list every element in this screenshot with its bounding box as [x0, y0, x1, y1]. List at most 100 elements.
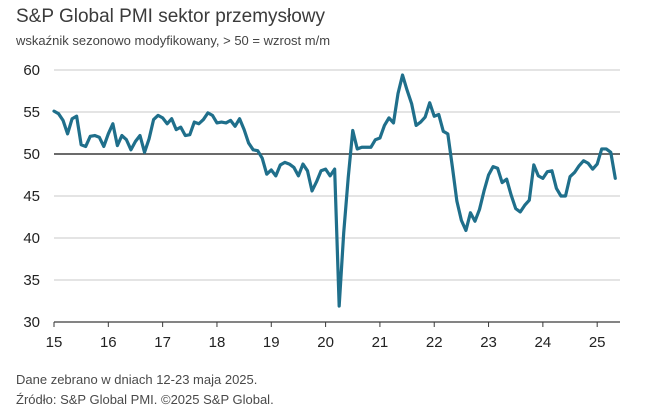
- data-point-2023-02: [492, 165, 495, 168]
- data-point-2024-04: [555, 187, 558, 190]
- data-point-2022-08: [464, 229, 467, 232]
- data-point-2019-09: [306, 169, 309, 172]
- data-point-2015-10: [93, 134, 96, 137]
- data-point-2015-12: [102, 145, 105, 148]
- data-point-2016-03: [116, 144, 119, 147]
- data-point-2016-04: [120, 134, 123, 137]
- data-point-2019-01: [270, 168, 273, 171]
- data-point-2023-08: [519, 210, 522, 213]
- data-point-2025-05: [614, 177, 617, 180]
- y-tick-label-55: 55: [23, 104, 40, 121]
- data-point-2022-03: [442, 130, 445, 133]
- y-tick-label-60: 60: [23, 62, 40, 79]
- data-point-2023-09: [523, 204, 526, 207]
- data-point-2017-05: [179, 126, 182, 129]
- data-point-2015-06: [75, 115, 78, 118]
- data-point-2021-08: [410, 102, 413, 105]
- data-point-2020-09: [360, 146, 363, 149]
- data-point-2015-01: [53, 110, 56, 113]
- data-point-2017-07: [188, 133, 191, 136]
- x-tick-label-24: 24: [535, 334, 552, 351]
- data-point-2021-07: [406, 89, 409, 92]
- data-point-2023-04: [501, 181, 504, 184]
- data-point-2018-06: [238, 117, 241, 120]
- data-point-2020-03: [333, 168, 336, 171]
- data-point-2016-05: [125, 138, 128, 141]
- data-point-2024-05: [559, 195, 562, 198]
- data-point-2020-08: [356, 147, 359, 150]
- grid-layer: [53, 69, 620, 327]
- y-tick-label-50: 50: [23, 146, 40, 163]
- data-point-2016-12: [157, 114, 160, 117]
- data-point-2025-03: [605, 147, 608, 150]
- data-point-2025-01: [596, 163, 599, 166]
- data-point-2020-02: [329, 174, 332, 177]
- x-tick-label-21: 21: [372, 334, 389, 351]
- data-point-2015-08: [84, 145, 87, 148]
- data-point-2017-11: [206, 111, 209, 114]
- data-point-2022-04: [446, 132, 449, 135]
- data-point-2024-08: [573, 171, 576, 174]
- data-point-2017-04: [175, 128, 178, 131]
- data-point-2017-01: [161, 116, 164, 119]
- data-point-2021-10: [419, 121, 422, 124]
- data-point-2023-07: [514, 207, 517, 210]
- series-layer: [52, 73, 617, 308]
- data-point-2018-10: [256, 149, 259, 152]
- data-collection-note: Dane zebrano w dniach 12-23 maja 2025.: [16, 372, 258, 387]
- data-point-2016-06: [129, 148, 132, 151]
- data-point-2021-11: [424, 116, 427, 119]
- data-point-2020-10: [365, 146, 368, 149]
- data-point-2016-08: [139, 134, 142, 137]
- data-point-2019-06: [292, 166, 295, 169]
- x-tick-label-22: 22: [426, 334, 443, 351]
- x-tick-label-19: 19: [263, 334, 280, 351]
- data-point-2018-12: [265, 173, 268, 176]
- x-tick-label-20: 20: [317, 334, 334, 351]
- data-point-2019-08: [301, 163, 304, 166]
- data-point-2019-10: [311, 189, 314, 192]
- data-point-2017-08: [193, 121, 196, 124]
- data-point-2022-02: [437, 113, 440, 116]
- data-point-2017-03: [170, 117, 173, 120]
- data-point-2015-05: [71, 117, 74, 120]
- data-point-2020-12: [374, 138, 377, 141]
- data-point-2024-12: [591, 168, 594, 171]
- data-point-2023-10: [528, 199, 531, 202]
- data-point-2025-02: [600, 147, 603, 150]
- x-tick-label-25: 25: [589, 334, 606, 351]
- data-point-2024-06: [564, 195, 567, 198]
- pmi-series-line: [52, 73, 617, 308]
- x-tick-label-18: 18: [209, 334, 226, 351]
- data-point-2021-05: [397, 92, 400, 95]
- data-point-2018-08: [247, 142, 250, 145]
- y-tick-label-45: 45: [23, 188, 40, 205]
- data-point-2022-10: [473, 220, 476, 223]
- data-point-2022-12: [483, 189, 486, 192]
- x-tick-label-23: 23: [480, 334, 497, 351]
- data-point-2015-09: [89, 135, 92, 138]
- data-point-2017-12: [211, 114, 214, 117]
- data-point-2016-02: [111, 122, 114, 125]
- data-point-2019-03: [279, 163, 282, 166]
- data-point-2021-12: [428, 101, 431, 104]
- data-point-2018-05: [234, 125, 237, 128]
- data-point-2019-05: [288, 163, 291, 166]
- y-tick-labels: 30 35 40 45 50 55 60: [23, 62, 40, 331]
- x-tick-label-17: 17: [154, 334, 171, 351]
- y-tick-label-35: 35: [23, 272, 40, 289]
- data-point-2023-01: [487, 174, 490, 177]
- data-point-2015-02: [57, 112, 60, 115]
- data-point-2017-10: [202, 118, 205, 121]
- data-point-2022-09: [469, 211, 472, 214]
- data-point-2015-07: [80, 143, 83, 146]
- data-point-2018-07: [243, 128, 246, 131]
- data-point-2020-05: [342, 231, 345, 234]
- data-point-2015-03: [62, 119, 65, 122]
- data-point-2022-01: [433, 115, 436, 118]
- data-point-2015-11: [98, 136, 101, 139]
- data-point-2018-04: [229, 119, 232, 122]
- data-point-2021-03: [387, 116, 390, 119]
- data-point-2020-06: [347, 176, 350, 179]
